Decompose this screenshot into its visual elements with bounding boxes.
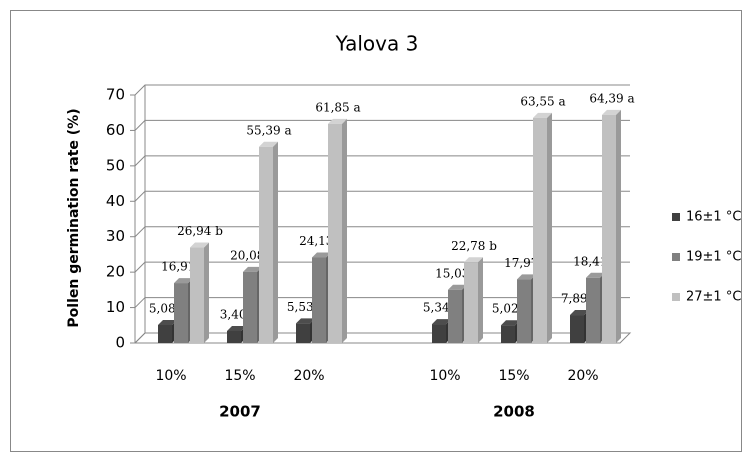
bar-side (342, 118, 347, 343)
bar (602, 114, 616, 343)
bar-side (616, 109, 621, 343)
legend-label: 16±1 °C (686, 210, 741, 225)
legend-swatch (672, 213, 680, 221)
bar (296, 323, 310, 343)
x-tick-label: 15% (224, 368, 255, 384)
bar (432, 324, 446, 343)
bar (533, 117, 547, 343)
bar-top (227, 325, 246, 331)
bar-side (273, 141, 278, 343)
value-label: 22,78 b (451, 239, 497, 253)
bar-top (312, 252, 331, 258)
grid-line (134, 84, 630, 96)
bar-top (517, 274, 536, 280)
legend-label: 27±1 °C (686, 290, 741, 305)
bar (328, 123, 342, 343)
bar-top (296, 318, 315, 324)
bar-side (204, 242, 209, 343)
bar (312, 257, 326, 343)
bar (586, 277, 600, 343)
floor (133, 332, 632, 344)
bar-top (328, 118, 347, 124)
grid-line (134, 155, 630, 167)
bar-side (547, 112, 552, 343)
y-tick-label: 50 (106, 156, 125, 174)
bar-top (586, 272, 605, 278)
bar (227, 330, 241, 343)
grid-line (134, 190, 630, 202)
y-tick-label: 40 (106, 192, 125, 210)
value-label: 61,85 a (315, 100, 360, 114)
bar-side (478, 257, 483, 343)
bar-top (243, 266, 262, 272)
bar (190, 247, 204, 343)
grid-line (134, 226, 630, 238)
value-label: 63,55 a (520, 94, 565, 108)
bar-top (158, 320, 177, 326)
legend-swatch (672, 293, 680, 301)
chart-title: Yalova 3 (335, 32, 419, 56)
value-label: 55,39 a (246, 123, 291, 137)
y-tick-label: 30 (106, 227, 125, 245)
bar (158, 325, 172, 343)
value-label: 26,94 b (177, 224, 223, 238)
bar-top (259, 141, 278, 147)
y-tick-label: 20 (106, 263, 125, 281)
bar (174, 283, 188, 343)
bar (517, 279, 531, 343)
y-tick-label: 70 (106, 86, 125, 104)
x-tick-label: 10% (155, 368, 186, 384)
y-tick-label: 60 (106, 121, 125, 139)
group-label: 2008 (493, 403, 535, 421)
grid-line (134, 119, 630, 131)
bar (570, 315, 584, 343)
y-tick-label: 10 (106, 298, 125, 316)
x-tick-label: 15% (498, 368, 529, 384)
bar-top (190, 242, 209, 248)
bar (501, 325, 515, 343)
x-tick-label: 20% (293, 368, 324, 384)
bar (243, 271, 257, 343)
bar-top (432, 319, 451, 325)
value-label: 64,39 a (589, 91, 634, 105)
x-tick-label: 20% (567, 368, 598, 384)
bar (448, 289, 462, 343)
bar (464, 262, 478, 343)
legend-label: 19±1 °C (686, 250, 741, 265)
bar-top (533, 112, 552, 118)
bar-top (501, 320, 520, 326)
bar-top (448, 284, 467, 290)
bar (259, 146, 273, 343)
bar-top (464, 257, 483, 263)
x-tick-label: 10% (429, 368, 460, 384)
legend-swatch (672, 253, 680, 261)
bar-top (570, 310, 589, 316)
y-tick-label: 0 (115, 334, 125, 352)
bar-top (174, 278, 193, 284)
y-axis-title: Pollen germination rate (%) (66, 108, 82, 327)
bar-top (602, 109, 621, 115)
group-label: 2007 (219, 403, 261, 421)
